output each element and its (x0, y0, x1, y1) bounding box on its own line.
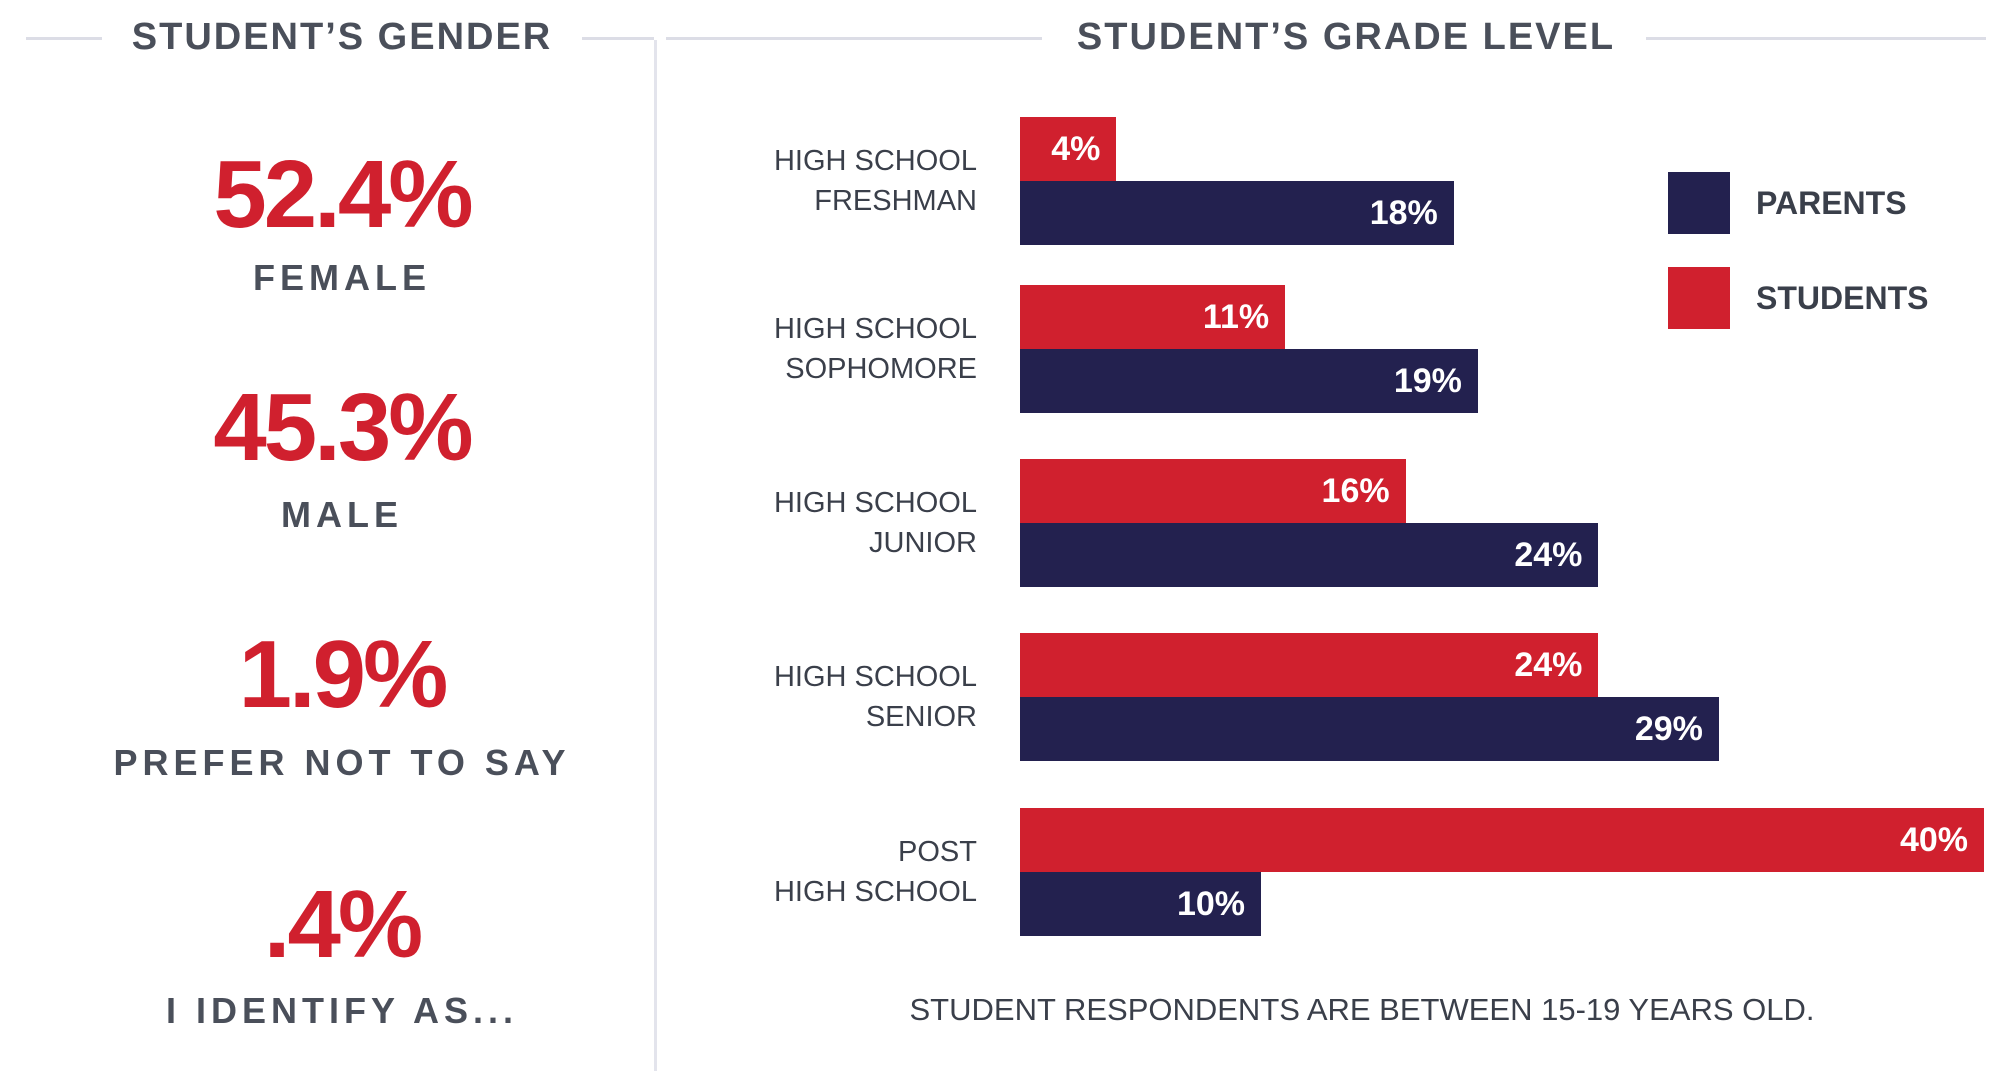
legend-swatch-students (1668, 267, 1730, 329)
gender-label-female: FEMALE (253, 257, 431, 298)
bar-value-label: 29% (1634, 710, 1703, 748)
bar-value-label: 10% (1176, 885, 1245, 923)
category-label-line: SENIOR (865, 701, 977, 733)
category-label-line: HIGH SCHOOL (773, 313, 977, 345)
bar-value-label: 24% (1514, 536, 1583, 574)
bar-value-label: 19% (1393, 362, 1462, 400)
bar-parents: 18% (1020, 181, 1454, 245)
header-rule (1646, 37, 1986, 40)
category-label: HIGH SCHOOL SENIOR (774, 657, 977, 737)
column-divider (654, 40, 657, 1071)
header-rule (666, 37, 1042, 40)
category-label-line: JUNIOR (869, 527, 977, 559)
category-label-line: SOPHOMORE (785, 353, 977, 385)
bar-students: 11% (1020, 285, 1286, 349)
gender-label-male: MALE (281, 494, 403, 535)
grade-title: STUDENT’S GRADE LEVEL (1076, 16, 1616, 58)
bar-value-label: 24% (1514, 646, 1583, 684)
bar-parents: 29% (1020, 697, 1719, 761)
gender-value-male: 45.3% (213, 374, 473, 481)
category-label-line: HIGH SCHOOL (773, 145, 977, 177)
bar-students: 40% (1020, 808, 1984, 872)
bar-parents: 10% (1020, 872, 1261, 936)
category-label-line: HIGH SCHOOL (773, 487, 977, 519)
category-label: HIGH SCHOOL JUNIOR (774, 483, 977, 563)
bar-students: 4% (1020, 117, 1117, 181)
header-rule (582, 37, 654, 40)
gender-value-identify: .4% (263, 871, 423, 978)
legend-label-students: STUDENTS (1756, 280, 1929, 316)
bar-students: 24% (1020, 633, 1599, 697)
legend-swatch-parents (1668, 172, 1730, 234)
category-label-line: HIGH SCHOOL (773, 876, 977, 908)
gender-title: STUDENT’S GENDER (131, 16, 553, 58)
gender-value-female: 52.4% (213, 141, 473, 248)
bar-value-label: 11% (1202, 298, 1270, 336)
bar-parents: 19% (1020, 349, 1478, 413)
gender-value-prefer-not: 1.9% (238, 621, 449, 728)
bar-value-label: 40% (1899, 821, 1968, 859)
legend-label-parents: PARENTS (1756, 185, 1907, 221)
bar-value-label: 16% (1321, 472, 1390, 510)
gender-label-identify: I IDENTIFY AS... (165, 990, 519, 1031)
bar-value-label: 18% (1369, 194, 1438, 232)
bar-parents: 24% (1020, 523, 1599, 587)
category-label-line: POST (898, 836, 977, 868)
category-label: HIGH SCHOOL SOPHOMORE (774, 309, 977, 389)
bar-students: 16% (1020, 459, 1406, 523)
category-label: HIGH SCHOOL FRESHMAN (774, 141, 977, 221)
chart-note: STUDENT RESPONDENTS ARE BETWEEN 15-19 YE… (909, 992, 1815, 1027)
category-label-line: HIGH SCHOOL (773, 661, 977, 693)
header-rule (26, 37, 102, 40)
category-label-line: FRESHMAN (814, 185, 977, 217)
category-label: POST HIGH SCHOOL (774, 832, 977, 912)
bar-value-label: 4% (1051, 130, 1101, 168)
gender-label-prefer-not: PREFER NOT TO SAY (113, 742, 571, 783)
